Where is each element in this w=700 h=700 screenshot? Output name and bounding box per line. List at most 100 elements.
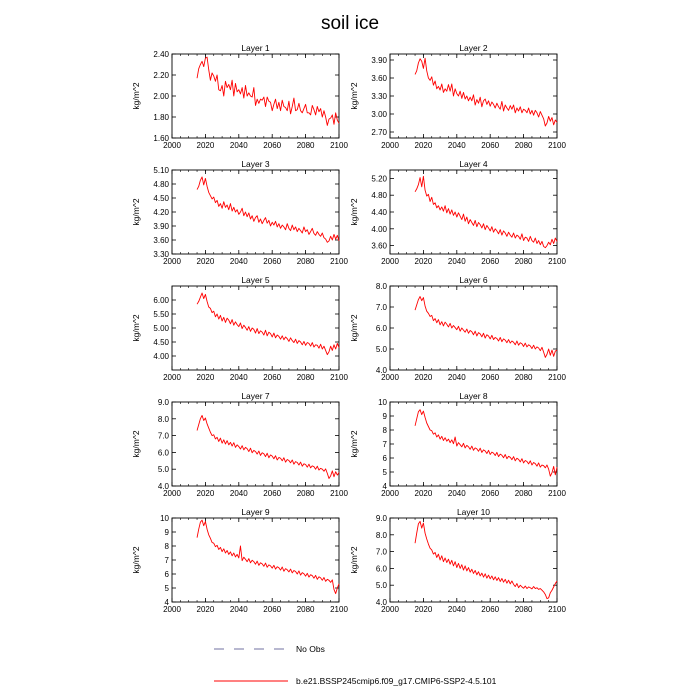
chart-panel-5: Layer 5 2000 2020 2040 2060 2080 2100 4.00 4.50 5…: [131, 275, 348, 382]
x-tick-label: 2020: [415, 141, 433, 150]
x-tick-label: 2060: [263, 489, 281, 498]
x-tick-label: 2080: [297, 489, 315, 498]
series-line: [414, 520, 558, 600]
x-tick-label: 2040: [230, 257, 248, 266]
chart-panel-2: Layer 2 2000 2020 2040 2060 2080 2100 2.70 3.00 3…: [349, 43, 566, 150]
y-tick-label: 6.0: [376, 324, 388, 333]
x-tick-label: 2020: [197, 141, 215, 150]
x-tick-label: 2040: [230, 373, 248, 382]
y-axis-label: kg/m^2: [131, 82, 141, 109]
x-tick-label: 2040: [230, 489, 248, 498]
x-tick-label: 2100: [548, 605, 566, 614]
x-tick-label: 2100: [548, 489, 566, 498]
x-tick-label: 2020: [415, 605, 433, 614]
x-tick-label: 2020: [415, 373, 433, 382]
y-tick-label: 4.50: [153, 194, 169, 203]
series-line: [196, 292, 340, 356]
x-tick-label: 2080: [297, 257, 315, 266]
y-tick-label: 6: [165, 570, 170, 579]
series-line: [196, 519, 340, 595]
y-tick-label: 4.40: [371, 208, 387, 217]
y-tick-label: 4.0: [376, 366, 388, 375]
plot-frame: [389, 401, 558, 487]
y-tick-label: 3.90: [371, 56, 387, 65]
y-tick-label: 5: [383, 468, 388, 477]
y-tick-label: 5.0: [376, 345, 388, 354]
y-tick-label: 6.0: [158, 448, 170, 457]
x-tick-label: 2000: [381, 605, 399, 614]
chart-panel-8: Layer 8 2000 2020 2040 2060 2080 2100 4 5 6 7 8 9 10 k…: [349, 391, 566, 498]
series-line: [414, 296, 558, 358]
y-tick-label: 4.50: [153, 338, 169, 347]
panel-title: Layer 10: [457, 507, 490, 517]
plot-frame: [171, 53, 340, 139]
panel-title: Layer 8: [459, 391, 488, 401]
series-line: [414, 409, 558, 477]
y-tick-label: 7.0: [158, 432, 170, 441]
x-tick-label: 2020: [197, 373, 215, 382]
y-tick-label: 2.20: [153, 71, 169, 80]
y-tick-label: 4.20: [153, 208, 169, 217]
plot-frame: [171, 169, 340, 255]
y-tick-label: 8.0: [158, 415, 170, 424]
x-tick-label: 2080: [297, 141, 315, 150]
x-tick-label: 2080: [515, 141, 533, 150]
x-tick-label: 2000: [381, 489, 399, 498]
legend: No Obs b.e21.BSSP245cmip6.f09_g17.CMIP6-…: [214, 644, 497, 686]
y-tick-label: 4.0: [376, 598, 388, 607]
x-tick-label: 2060: [263, 257, 281, 266]
panel-title: Layer 4: [459, 159, 488, 169]
y-tick-label: 1.80: [153, 113, 169, 122]
y-tick-label: 9: [165, 528, 170, 537]
legend-model-label: b.e21.BSSP245cmip6.f09_g17.CMIP6-SSP2-4.…: [296, 676, 497, 686]
y-tick-label: 5.10: [153, 166, 169, 175]
y-axis-label: kg/m^2: [349, 430, 359, 457]
x-tick-label: 2040: [448, 605, 466, 614]
x-tick-label: 2060: [263, 373, 281, 382]
x-tick-label: 2100: [330, 489, 348, 498]
x-tick-label: 2060: [481, 257, 499, 266]
x-tick-label: 2040: [448, 257, 466, 266]
y-tick-label: 3.30: [153, 250, 169, 259]
x-tick-label: 2100: [330, 257, 348, 266]
series-line: [414, 57, 558, 127]
x-tick-label: 2060: [481, 373, 499, 382]
figure-title: soil ice: [321, 13, 379, 34]
x-tick-label: 2080: [515, 605, 533, 614]
x-tick-label: 2060: [481, 489, 499, 498]
y-tick-label: 3.60: [371, 242, 387, 251]
x-tick-label: 2000: [163, 489, 181, 498]
x-tick-label: 2060: [481, 605, 499, 614]
x-tick-label: 2000: [163, 257, 181, 266]
y-tick-label: 5: [165, 584, 170, 593]
y-axis-label: kg/m^2: [131, 198, 141, 225]
plot-frame: [171, 285, 340, 371]
x-tick-label: 2060: [263, 605, 281, 614]
chart-panel-9: Layer 9 2000 2020 2040 2060 2080 2100 4 5 6 7 8 9 10 k…: [131, 507, 348, 614]
x-tick-label: 2000: [381, 257, 399, 266]
panel-title: Layer 7: [241, 391, 270, 401]
plot-frame: [171, 401, 340, 487]
y-tick-label: 2.00: [153, 92, 169, 101]
x-tick-label: 2000: [381, 373, 399, 382]
series-line: [196, 56, 340, 126]
chart-panel-7: Layer 7 2000 2020 2040 2060 2080 2100 4.0 5.0 6.0…: [131, 391, 348, 498]
y-tick-label: 9: [383, 412, 388, 421]
x-tick-label: 2100: [548, 373, 566, 382]
y-tick-label: 2.40: [153, 50, 169, 59]
x-tick-label: 2020: [197, 257, 215, 266]
y-tick-label: 4: [165, 598, 170, 607]
x-tick-label: 2020: [197, 489, 215, 498]
y-tick-label: 5.0: [376, 581, 388, 590]
y-tick-label: 4.80: [371, 191, 387, 200]
y-tick-label: 3.00: [371, 110, 387, 119]
x-tick-label: 2040: [230, 605, 248, 614]
x-tick-label: 2000: [381, 141, 399, 150]
y-tick-label: 5.50: [153, 310, 169, 319]
y-tick-label: 4.00: [153, 352, 169, 361]
y-axis-label: kg/m^2: [131, 314, 141, 341]
y-tick-label: 9.0: [376, 514, 388, 523]
y-tick-label: 4.80: [153, 180, 169, 189]
x-tick-label: 2080: [515, 257, 533, 266]
